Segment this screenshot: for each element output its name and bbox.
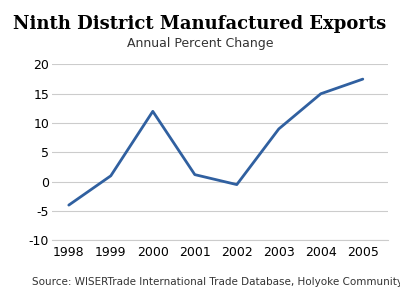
Text: Source: WISERTrade International Trade Database, Holyoke Community College: Source: WISERTrade International Trade D… [32,277,400,287]
Text: Ninth District Manufactured Exports: Ninth District Manufactured Exports [13,15,387,33]
Text: Annual Percent Change: Annual Percent Change [127,37,273,50]
